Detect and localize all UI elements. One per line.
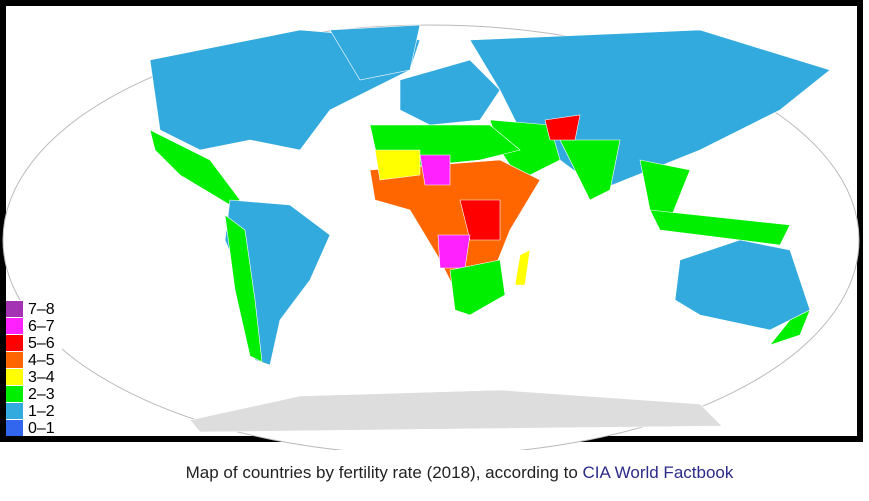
india [559,139,621,201]
southern-africa [449,259,506,316]
new-zealand [769,309,811,346]
caption-text: Map of countries by fertility rate (2018… [185,463,583,482]
niger [419,154,451,186]
legend: 7–86–75–64–53–42–31–20–1 [6,300,62,437]
andes [224,214,263,363]
countries [149,24,831,433]
indonesia [649,209,791,246]
madagascar [514,249,531,286]
antarctica [189,389,723,433]
legend-swatch [6,318,23,334]
legend-swatch [6,352,23,368]
afghanistan [544,114,581,141]
legend-label: 3–4 [28,369,55,386]
legend-label: 7–8 [28,301,55,318]
west-sahel [374,149,421,181]
legend-swatch [6,369,23,385]
legend-label: 6–7 [28,318,55,335]
legend-label: 4–5 [28,352,55,369]
legend-swatch [6,335,23,351]
congo [459,199,501,241]
greenland [329,24,421,81]
source-link[interactable]: CIA World Factbook [582,463,734,482]
europe [399,59,501,126]
caption: Map of countries by fertility rate (2018… [0,463,869,483]
legend-label: 0–1 [28,420,55,437]
map: 7–86–75–64–53–42–31–20–1 [0,0,863,450]
angola [437,234,471,269]
legend-swatch [6,386,23,402]
legend-swatch [6,301,23,317]
legend-swatch [6,420,23,436]
legend-label: 5–6 [28,335,55,352]
legend-swatch [6,403,23,419]
legend-label: 2–3 [28,386,55,403]
legend-label: 1–2 [28,403,55,420]
